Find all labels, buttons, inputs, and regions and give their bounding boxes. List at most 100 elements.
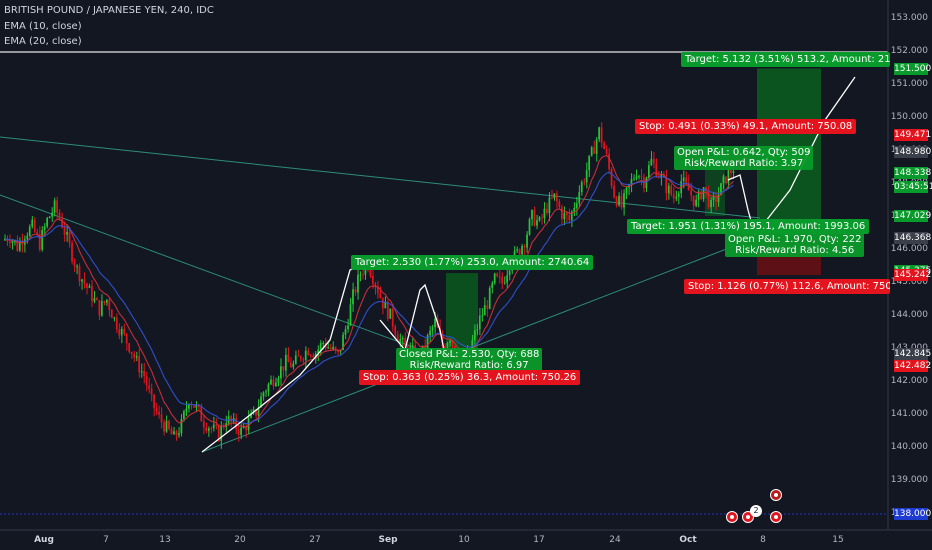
price-tick: 150.000	[890, 112, 928, 122]
candle-body	[354, 289, 357, 293]
candle-body	[608, 153, 610, 170]
price-tick: 151.000	[890, 79, 928, 89]
candle-body	[580, 182, 583, 193]
ema20-legend[interactable]: EMA (20, close)	[4, 36, 82, 47]
trend-lines	[0, 136, 761, 453]
trade1-pnl-text: Closed P&L: 2.530, Qty: 688	[399, 349, 540, 360]
event-icon-3[interactable]	[770, 511, 782, 523]
candle-body	[210, 428, 213, 430]
candle-body	[76, 266, 78, 268]
candle-body	[180, 418, 183, 434]
candle-body	[401, 337, 404, 340]
candle-body	[292, 363, 295, 368]
candle-body	[682, 177, 685, 182]
uk-flag-icon[interactable]	[770, 489, 782, 501]
candle-body	[61, 218, 63, 228]
event-count-badge[interactable]: 2	[750, 505, 762, 517]
candle-body	[349, 304, 352, 326]
candle-body	[516, 249, 518, 251]
candle-body	[33, 219, 36, 232]
candle-body	[41, 229, 44, 250]
candle-body	[275, 382, 277, 387]
candle-body	[471, 340, 474, 350]
candle-body	[302, 359, 305, 361]
candle-body	[371, 275, 374, 284]
candle-body	[322, 342, 324, 344]
candle-body	[83, 279, 86, 284]
candle-body	[18, 241, 21, 251]
trade3-target-label[interactable]: Target: 5.132 (3.51%) 513.2, Amount: 213…	[681, 52, 890, 67]
candle-body	[528, 219, 531, 235]
trade2-pnl-label[interactable]: Open P&L: 0.642, Qty: 509 Risk/Reward Ra…	[674, 146, 814, 170]
trade2-target-label[interactable]: Target: 1.951 (1.31%) 195.1, Amount: 199…	[627, 219, 870, 234]
candle-body	[483, 305, 486, 316]
candle-body	[389, 308, 392, 319]
candle-body	[205, 427, 208, 431]
candle-body	[187, 404, 190, 409]
candle-body	[687, 182, 690, 191]
candle-body	[289, 362, 292, 368]
candle-body	[105, 299, 108, 303]
candle-body	[81, 279, 83, 282]
trendline-top	[0, 136, 761, 219]
event-icon-1[interactable]	[726, 511, 738, 523]
price-tag: 148.980	[894, 145, 932, 158]
candle-body	[16, 241, 19, 251]
trade1-stop-label[interactable]: Stop: 0.363 (0.25%) 36.3, Amount: 750.26	[359, 370, 581, 385]
candle-body	[615, 197, 618, 206]
candle-body	[352, 289, 354, 305]
candle-body	[332, 347, 334, 350]
candle-body	[8, 241, 11, 244]
candle-body	[68, 232, 71, 244]
candle-body	[73, 261, 76, 267]
candle-body	[272, 379, 275, 387]
projection-path-2	[379, 283, 446, 356]
candle-body	[11, 241, 14, 244]
candle-body	[317, 349, 320, 354]
price-tag: 03:45:51	[894, 181, 932, 194]
candle-body	[270, 379, 272, 385]
time-tick: 15	[832, 535, 844, 545]
candle-body	[297, 355, 300, 357]
candle-body	[140, 371, 143, 373]
candle-body	[51, 212, 53, 217]
candle-body	[560, 207, 563, 220]
candle-body	[178, 433, 180, 436]
candle-body	[732, 171, 735, 174]
candle-body	[506, 275, 508, 283]
candle-body	[570, 211, 573, 221]
candle-body	[692, 195, 695, 206]
candle-body	[478, 315, 481, 330]
candle-body	[91, 285, 93, 302]
ema10-legend[interactable]: EMA (10, close)	[4, 21, 82, 32]
candle-body	[58, 212, 61, 219]
symbol-title[interactable]: BRITISH POUND / JAPANESE YEN, 240, IDC	[4, 5, 214, 16]
trade3-pnl-label[interactable]: Open P&L: 1.970, Qty: 222 Risk/Reward Ra…	[725, 233, 865, 257]
trade1-target-label[interactable]: Target: 2.530 (1.77%) 253.0, Amount: 274…	[351, 255, 594, 270]
candle-body	[491, 283, 494, 288]
candle-body	[568, 215, 571, 221]
candle-body	[376, 286, 379, 294]
trade1-pnl-label[interactable]: Closed P&L: 2.530, Qty: 688 Risk/Reward …	[396, 348, 543, 372]
candle-body	[312, 355, 315, 357]
candle-body	[727, 170, 730, 184]
candle-body	[71, 243, 73, 262]
time-tick: 20	[234, 535, 246, 545]
time-tick: 27	[309, 535, 321, 545]
candle-body	[192, 405, 195, 408]
candle-body	[4, 239, 6, 241]
price-tick: 141.000	[890, 409, 928, 419]
candle-body	[128, 343, 131, 352]
trade3-stop-label[interactable]: Stop: 1.126 (0.77%) 112.6, Amount: 750.0	[684, 279, 890, 294]
candle-body	[28, 226, 31, 236]
trade2-stop-label[interactable]: Stop: 0.491 (0.33%) 49.1, Amount: 750.08	[635, 119, 857, 134]
candle-body	[521, 246, 523, 255]
candle-body	[630, 179, 633, 185]
candle-body	[237, 429, 240, 435]
candle-body	[558, 201, 561, 208]
candle-body	[66, 232, 68, 235]
candle-body	[158, 411, 160, 415]
candle-body	[255, 409, 257, 416]
price-tag: 142.482	[894, 360, 932, 373]
